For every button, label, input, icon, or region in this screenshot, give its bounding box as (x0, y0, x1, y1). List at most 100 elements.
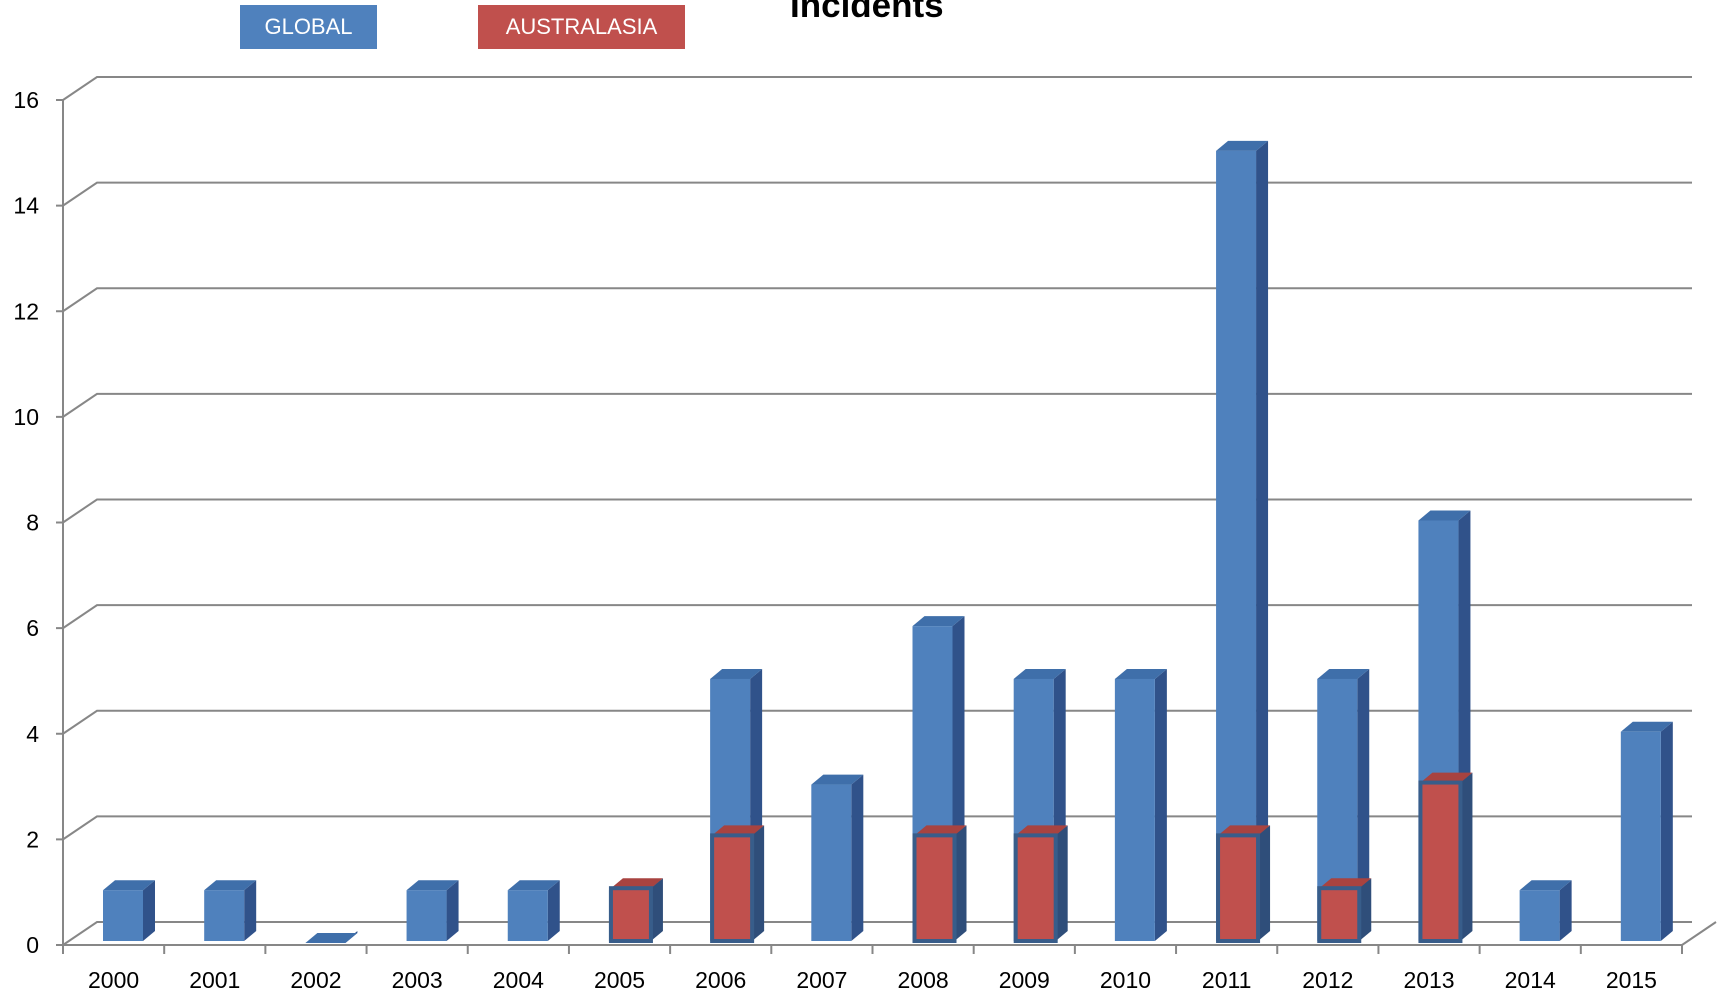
bar-global-2004-top (507, 880, 560, 891)
y-tick-label: 14 (13, 193, 39, 219)
bar-global-2015-side (1660, 721, 1673, 941)
bar-global-2013-top (1418, 510, 1471, 521)
gridline (62, 392, 1692, 418)
y-tick-label: 0 (26, 932, 39, 958)
x-tick-label: 2005 (594, 967, 645, 993)
y-tick-label: 16 (13, 87, 39, 113)
x-tick-label: 2008 (898, 967, 949, 993)
bar-global-2008-top (912, 616, 965, 627)
x-tick-label: 2014 (1505, 967, 1556, 993)
bar-global-2015 (1620, 721, 1673, 941)
y-tick-label: 8 (26, 510, 39, 536)
gridline (62, 287, 1692, 313)
bar-global-2000-side (143, 880, 155, 941)
bar-australasia-2006-top (712, 825, 765, 836)
bar-global-2014 (1519, 880, 1572, 941)
bar-global-2011-front (1216, 150, 1257, 941)
x-tick-label: 2004 (493, 967, 544, 993)
bar-global-2004 (507, 880, 560, 941)
bar-global-2009-top (1013, 668, 1066, 679)
bar-australasia-2011-front (1216, 833, 1261, 943)
bar-australasia-2009-top (1015, 825, 1068, 836)
bar-global-2010-side (1154, 668, 1167, 941)
bar-global-2003-top (406, 880, 459, 891)
gridline (62, 604, 1692, 629)
bar-global-2002-top (305, 933, 358, 943)
bar-global-2007-side (851, 774, 864, 941)
bar-australasia-2011-side (1258, 825, 1271, 941)
bar-global-2007-top (811, 774, 864, 785)
bar-global-2001-top (204, 880, 257, 891)
bar-global-2002 (305, 931, 358, 943)
x-tick-label: 2001 (189, 967, 240, 993)
bar-australasia-2012-top (1319, 878, 1372, 889)
bar-global-2004-side (547, 880, 560, 941)
bar-global-2012-top (1317, 668, 1370, 679)
bar-australasia-2005-side (650, 878, 663, 941)
bar-australasia-2011 (1216, 825, 1271, 943)
bar-global-2003-front (406, 890, 447, 941)
bar-global-2000 (103, 880, 155, 941)
x-tick-label: 2012 (1302, 967, 1353, 993)
bar-australasia-2012-side (1359, 878, 1372, 941)
x-tick-label: 2009 (999, 967, 1050, 993)
bar-global-2001-front (204, 890, 245, 941)
bar-australasia-2008-top (914, 825, 967, 836)
bar-australasia-2013-top (1420, 772, 1473, 783)
y-tick-label: 10 (13, 404, 39, 430)
bar-global-2014-top (1519, 880, 1572, 891)
bar-global-2003-side (446, 880, 459, 941)
legend-australasia-label: AUSTRALASIA (505, 14, 658, 39)
x-tick-label: 2002 (290, 967, 341, 993)
bar-australasia-2009 (1013, 825, 1068, 943)
bar-global-2015-top (1620, 721, 1673, 732)
bar-global-2010 (1114, 668, 1167, 941)
x-tick-label: 2006 (695, 967, 746, 993)
bar-australasia-2012-front (1317, 886, 1362, 943)
legend-global: GLOBAL (240, 5, 377, 49)
x-tick-label: 2011 (1202, 967, 1251, 993)
bar-australasia-2006-side (752, 825, 765, 941)
bar-global-2011-side (1256, 140, 1269, 941)
bar-global-2007-front (811, 784, 852, 941)
bar-australasia-2011-top (1218, 825, 1271, 836)
bar-australasia-2008-front (912, 833, 957, 943)
bar-global-2000-front (103, 890, 143, 941)
legend-australasia: AUSTRALASIA (478, 5, 685, 49)
bar-global-2001 (204, 880, 257, 941)
x-tick-label: 2003 (392, 967, 443, 993)
y-tick-label: 4 (26, 721, 39, 747)
bar-global-2001-side (244, 880, 257, 941)
bar-australasia-2006 (710, 825, 765, 943)
bar-australasia-2005-top (610, 878, 663, 889)
bar-global-2011 (1216, 140, 1269, 941)
bar-australasia-2008 (912, 825, 967, 943)
bar-australasia-2008-side (954, 825, 967, 941)
bar-global-2006-top (710, 668, 763, 679)
bar-global-2010-top (1114, 668, 1167, 679)
bar-global-2003 (406, 880, 459, 941)
bar-global-2000-top (103, 880, 155, 891)
bar-global-2014-side (1559, 880, 1572, 941)
x-tick-label: 2000 (88, 967, 139, 993)
bar-australasia-2005 (608, 878, 663, 943)
tick-labels: 0 2 4 6 8 10 12 14 16 2000 2001 2002 2003 2004 2005 200… (13, 87, 1657, 993)
bar-australasia-2009-front (1013, 833, 1058, 943)
x-tick-label: 2007 (796, 967, 847, 993)
bar-global-2015-front (1620, 731, 1661, 941)
gridline (62, 181, 1692, 207)
x-tick-label: 2010 (1100, 967, 1151, 993)
bar-global-2011-top (1216, 140, 1269, 151)
axes (56, 99, 1717, 954)
gridline (62, 498, 1692, 524)
bar-australasia-2006-front (710, 833, 755, 943)
chart-title: Incidents (790, 0, 944, 25)
legend-global-label: GLOBAL (264, 14, 353, 39)
bar-global-2010-front (1114, 678, 1155, 941)
bar-australasia-2013 (1418, 772, 1473, 943)
bar-global-2014-front (1519, 890, 1560, 941)
floor-right-edge (1681, 921, 1717, 946)
bar-global-2004-front (507, 890, 548, 941)
gridline (62, 76, 1692, 101)
